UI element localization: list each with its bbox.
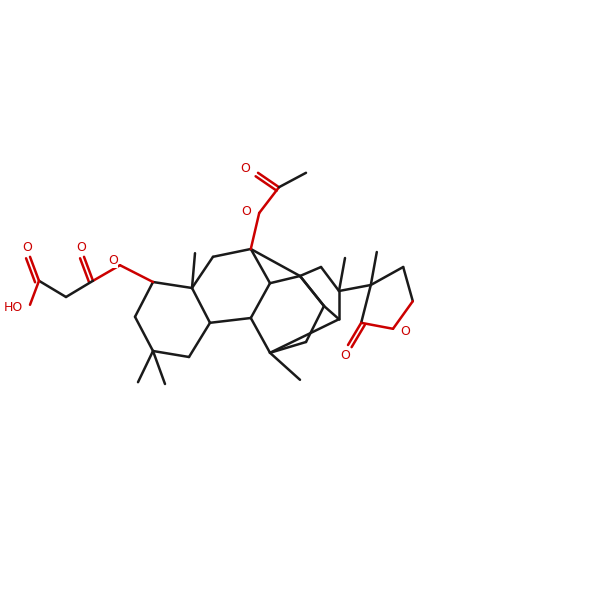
Text: O: O xyxy=(240,161,250,175)
Text: O: O xyxy=(76,241,86,254)
Text: O: O xyxy=(22,241,32,254)
Text: HO: HO xyxy=(4,301,23,314)
Text: O: O xyxy=(400,325,410,338)
Text: O: O xyxy=(241,205,251,218)
Text: O: O xyxy=(108,254,118,267)
Text: O: O xyxy=(340,349,350,362)
